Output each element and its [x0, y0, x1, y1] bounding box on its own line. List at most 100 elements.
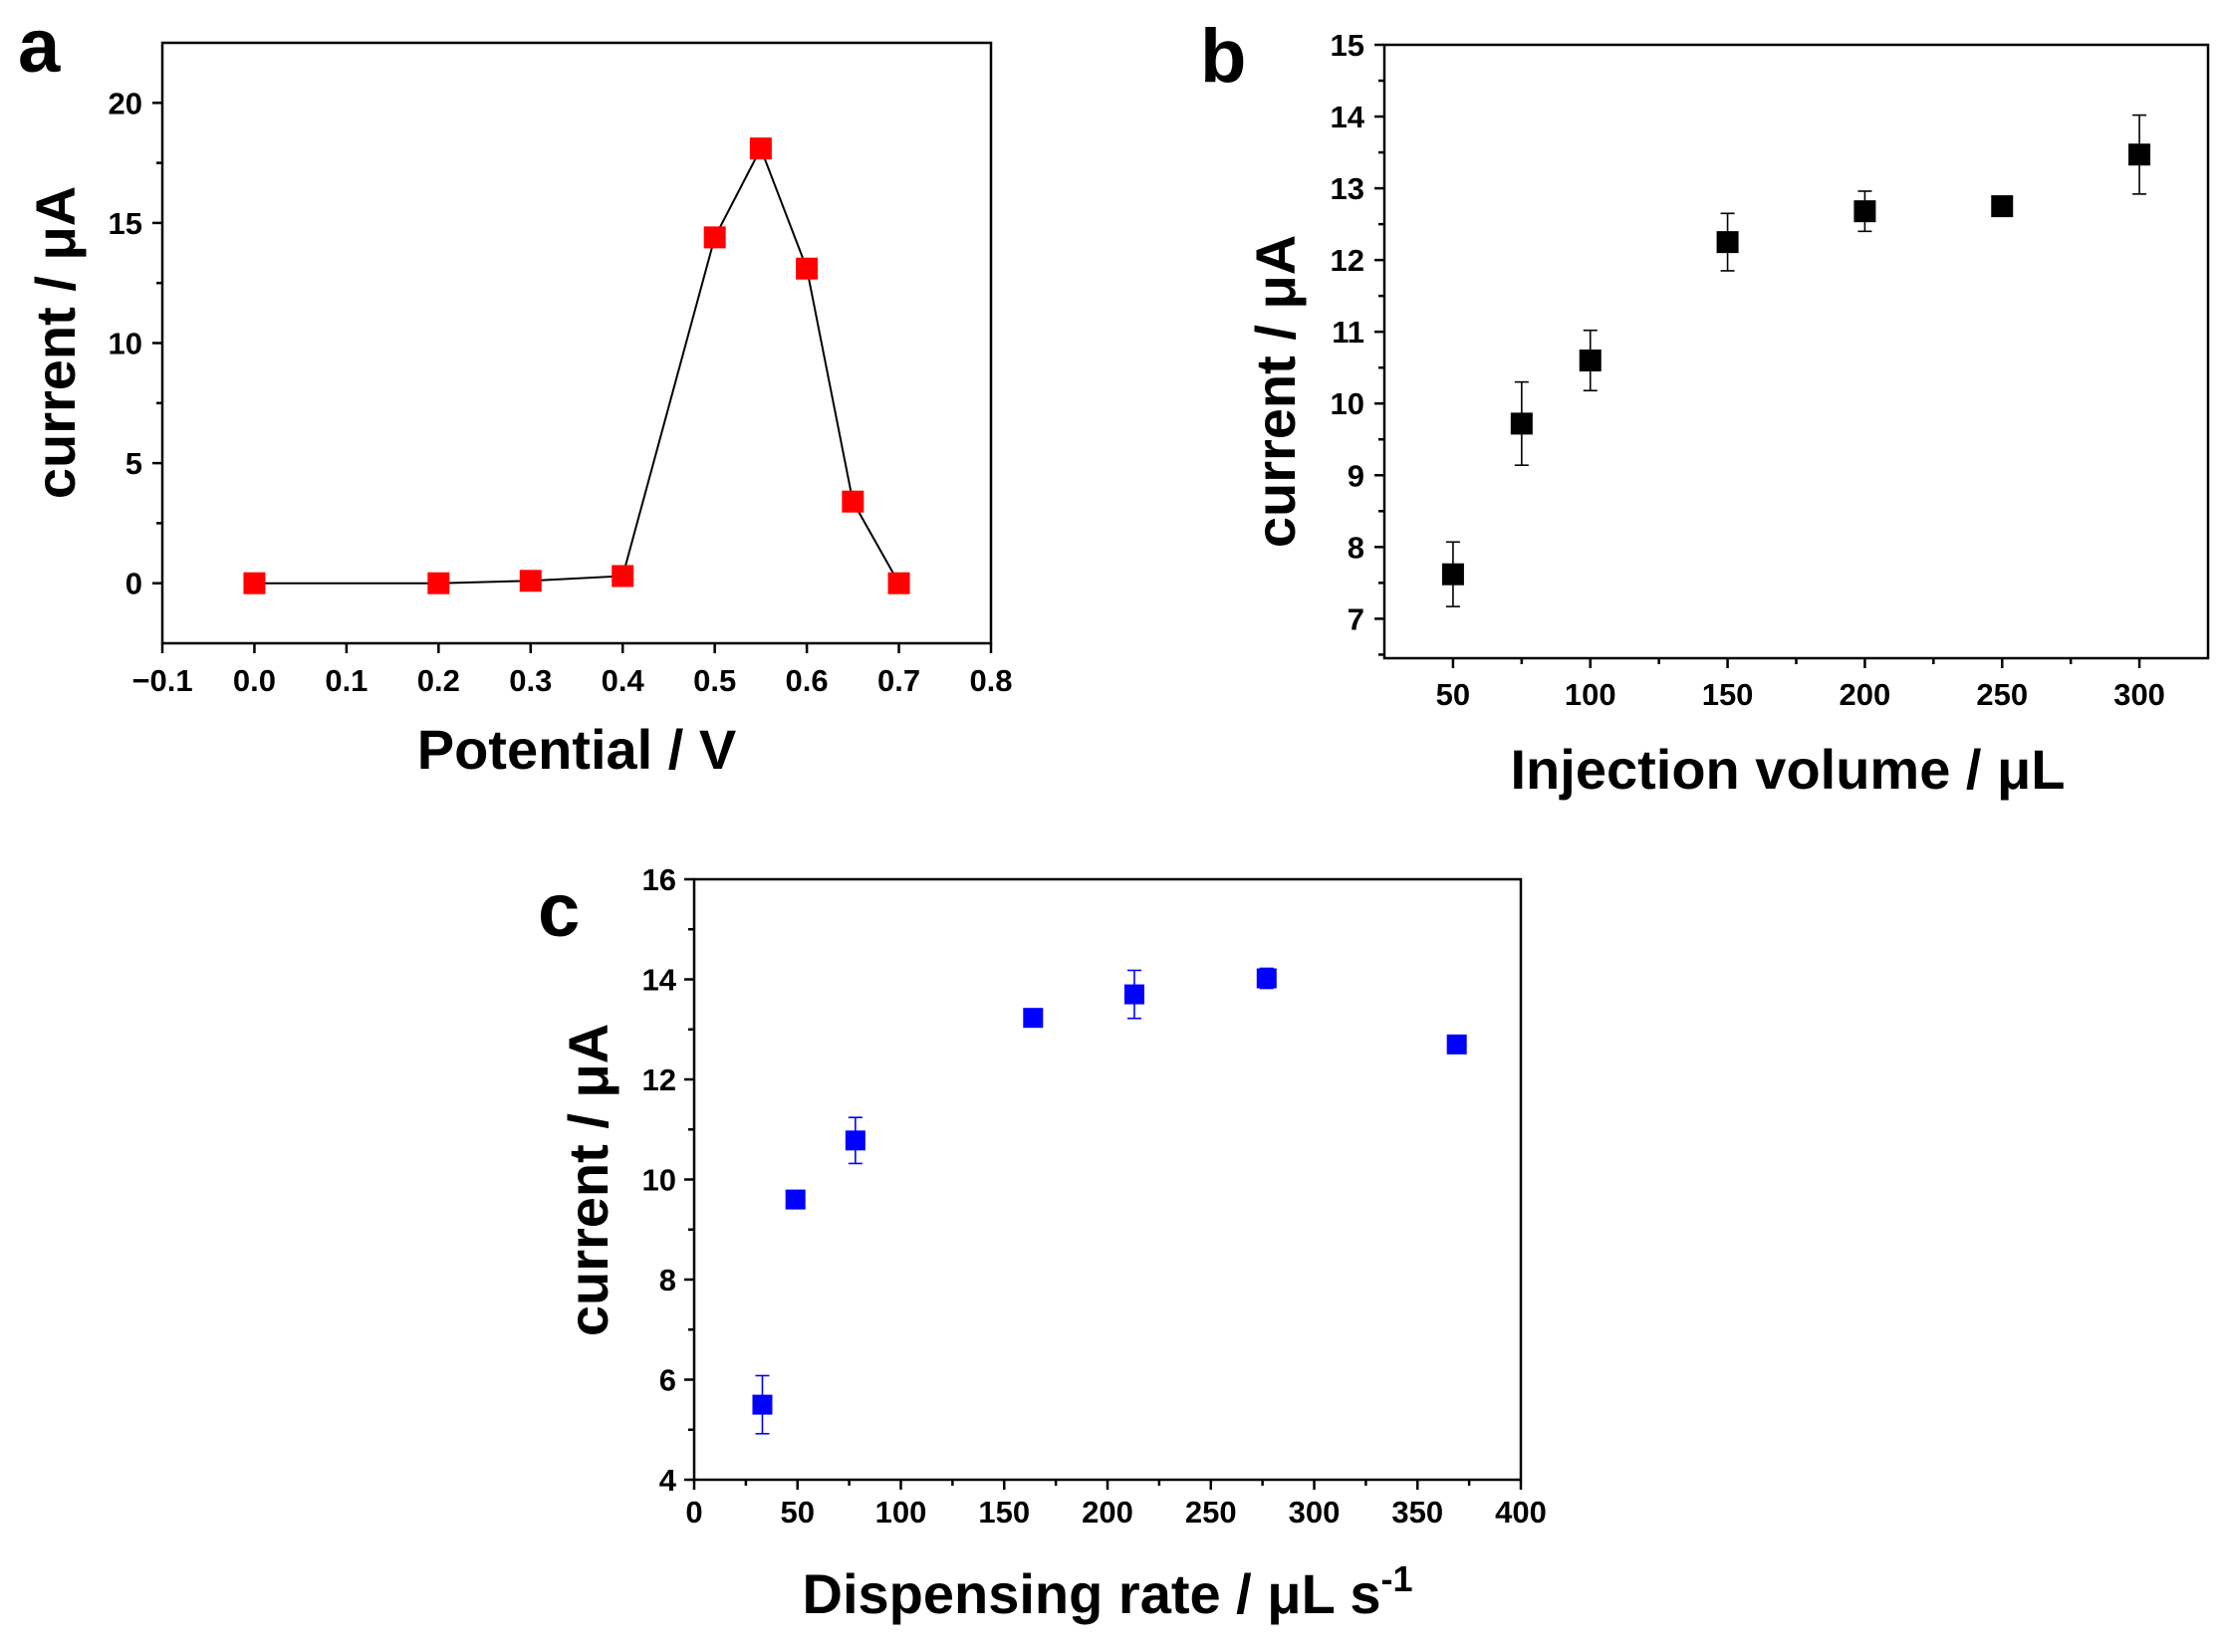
- b-y-tick-label: 8: [1348, 530, 1364, 565]
- panel-a-letter: a: [18, 4, 61, 89]
- panel-c-plot-frame: [692, 877, 1523, 1482]
- c-data-point: [845, 1130, 865, 1151]
- c-y-tick-label: 10: [642, 1163, 676, 1198]
- a-x-tick-label: 0.7: [877, 663, 920, 698]
- c-x-tick-label: 150: [978, 1495, 1030, 1530]
- b-x-tick-label: 200: [1840, 677, 1891, 712]
- panel-b-ticks: [1374, 43, 2141, 668]
- b-y-tick-label: 14: [1331, 100, 1365, 134]
- b-data-point: [1853, 200, 1876, 223]
- c-data-point: [1446, 1034, 1467, 1055]
- panel-b-y-axis-title: current / μA: [1244, 235, 1307, 548]
- a-data-point: [703, 226, 726, 249]
- a-y-tick-label: 20: [109, 86, 142, 120]
- a-x-tick-label: 0.4: [602, 663, 645, 698]
- b-y-tick-label: 10: [1331, 386, 1364, 421]
- a-x-tick-label: 0.3: [509, 663, 552, 698]
- panel-c-y-axis-title: current / μA: [557, 1024, 619, 1336]
- a-x-tick-label: 0.8: [969, 663, 1012, 698]
- c-y-tick-label: 4: [659, 1463, 677, 1498]
- a-data-point: [842, 490, 864, 513]
- a-y-tick-label: 5: [125, 446, 142, 481]
- panel-c-x-axis-title-main: Dispensing rate / μL s: [803, 1562, 1381, 1625]
- panel-a-x-axis-title: Potential / V: [417, 718, 737, 781]
- panel-c-x-axis-title: Dispensing rate / μL s-1: [803, 1558, 1413, 1625]
- panel-c-letter: c: [538, 868, 580, 953]
- panel-c-ticks: [684, 877, 1523, 1490]
- panel-b: b 50 100 150 200 250 300 7 8 9 10 11 12 13 14 15 Inje…: [1200, 14, 2210, 801]
- c-data-point: [752, 1394, 773, 1415]
- b-y-tick-label: 11: [1332, 315, 1364, 350]
- b-data-point: [2128, 143, 2151, 166]
- panel-c: c 0 50 100 150 200 250 300 350 400 4 6 8 10 12 14 16 D…: [538, 862, 1547, 1625]
- c-x-tick-label: 0: [685, 1495, 702, 1530]
- a-series-line: [254, 145, 900, 585]
- c-data-point: [785, 1189, 806, 1210]
- panel-b-y-tick-labels: 7 8 9 10 11 12 13 14 15: [1331, 28, 1365, 636]
- b-y-tick-label: 7: [1348, 601, 1364, 636]
- a-data-point: [887, 572, 910, 594]
- panel-c-x-tick-labels: 0 50 100 150 200 250 300 350 400: [685, 1495, 1546, 1530]
- b-data-point: [1716, 231, 1739, 254]
- a-y-tick-label: 10: [109, 327, 142, 361]
- b-y-tick-label: 12: [1331, 243, 1364, 278]
- panel-a-series: [243, 137, 910, 594]
- b-y-tick-label: 9: [1348, 458, 1364, 493]
- c-data-point: [1123, 984, 1144, 1005]
- b-x-tick-label: 250: [1976, 677, 2028, 712]
- c-x-tick-label: 400: [1495, 1495, 1547, 1530]
- panel-a-x-tick-labels: −0.1 0.0 0.1 0.2 0.3 0.4 0.5 0.6 0.7 0.8: [131, 663, 1012, 698]
- c-x-tick-label: 250: [1185, 1495, 1237, 1530]
- c-x-tick-label: 100: [875, 1495, 927, 1530]
- b-y-tick-label: 15: [1331, 28, 1364, 63]
- panel-b-x-axis-title: Injection volume / μL: [1511, 738, 2066, 801]
- c-data-point: [1256, 968, 1277, 989]
- panel-a: a −0.1 0.0 0.1 0.2 0.3 0.4 0.5 0.6 0.7 0.8 0 5 10 15…: [18, 4, 1013, 781]
- panel-c-series: [752, 967, 1467, 1435]
- panel-a-y-tick-labels: 0 5 10 15 20: [109, 86, 142, 600]
- a-data-point: [427, 572, 450, 594]
- b-data-point: [1991, 195, 2014, 218]
- a-x-tick-label: −0.1: [131, 663, 192, 698]
- panel-a-y-axis-title: current / μA: [24, 186, 87, 499]
- c-x-tick-label: 350: [1391, 1495, 1443, 1530]
- b-data-point: [1510, 412, 1533, 435]
- c-x-tick-label: 300: [1289, 1495, 1341, 1530]
- c-y-tick-label: 14: [642, 963, 677, 998]
- b-x-tick-label: 50: [1436, 677, 1470, 712]
- b-y-tick-label: 13: [1331, 171, 1364, 206]
- a-data-point: [749, 137, 772, 160]
- c-data-point: [1023, 1008, 1044, 1029]
- a-data-point: [612, 565, 634, 588]
- panel-b-series: [1441, 114, 2151, 607]
- b-x-tick-label: 100: [1565, 677, 1616, 712]
- a-y-tick-label: 0: [125, 567, 142, 601]
- c-y-tick-label: 16: [642, 862, 676, 897]
- panel-c-y-tick-labels: 4 6 8 10 12 14 16: [642, 862, 677, 1498]
- b-data-point: [1441, 563, 1464, 586]
- panel-b-plot-frame: [1382, 43, 2210, 660]
- a-x-tick-label: 0.6: [786, 663, 829, 698]
- b-data-point: [1579, 350, 1602, 372]
- c-x-tick-label: 200: [1082, 1495, 1133, 1530]
- panel-a-ticks: [152, 102, 993, 653]
- c-y-tick-label: 8: [659, 1263, 676, 1298]
- b-x-tick-label: 300: [2113, 677, 2165, 712]
- a-data-point: [796, 257, 819, 280]
- a-x-tick-label: 0.5: [693, 663, 736, 698]
- a-x-tick-label: 0.1: [325, 663, 368, 698]
- c-x-tick-label: 50: [781, 1495, 815, 1530]
- panel-b-x-tick-labels: 50 100 150 200 250 300: [1436, 677, 2165, 712]
- a-y-tick-label: 15: [109, 206, 142, 241]
- a-x-tick-label: 0.2: [417, 663, 460, 698]
- c-y-tick-label: 12: [642, 1062, 676, 1097]
- a-data-point: [243, 572, 266, 594]
- b-x-tick-label: 150: [1702, 677, 1754, 712]
- panel-b-letter: b: [1200, 14, 1246, 99]
- a-x-tick-label: 0.0: [233, 663, 276, 698]
- panel-c-x-axis-title-superscript: -1: [1380, 1558, 1412, 1599]
- a-data-point: [519, 570, 542, 592]
- panel-a-plot-frame: [160, 41, 993, 645]
- c-y-tick-label: 6: [659, 1363, 676, 1398]
